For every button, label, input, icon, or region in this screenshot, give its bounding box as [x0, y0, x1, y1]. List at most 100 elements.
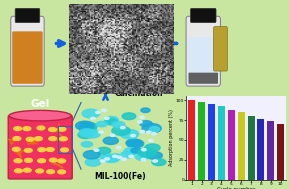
Bar: [188, 100, 195, 180]
Circle shape: [49, 158, 57, 162]
Circle shape: [23, 168, 31, 172]
Text: MIL-100(Fe): MIL-100(Fe): [95, 172, 146, 181]
Bar: [248, 116, 255, 180]
Circle shape: [58, 127, 66, 131]
Circle shape: [38, 159, 45, 163]
FancyBboxPatch shape: [190, 8, 216, 23]
Circle shape: [140, 130, 145, 133]
Bar: [228, 110, 235, 180]
Bar: [208, 104, 215, 180]
Circle shape: [109, 157, 119, 162]
Circle shape: [112, 122, 125, 128]
Circle shape: [126, 139, 142, 147]
Circle shape: [97, 147, 111, 154]
Circle shape: [25, 158, 32, 162]
FancyBboxPatch shape: [214, 27, 227, 71]
Circle shape: [152, 159, 166, 166]
Circle shape: [14, 169, 22, 173]
Circle shape: [82, 122, 97, 130]
FancyBboxPatch shape: [11, 16, 44, 86]
Circle shape: [102, 109, 106, 112]
Circle shape: [37, 126, 45, 130]
Circle shape: [147, 131, 151, 133]
Circle shape: [49, 128, 56, 131]
Circle shape: [140, 116, 144, 119]
Circle shape: [94, 149, 99, 151]
Circle shape: [117, 156, 122, 158]
Circle shape: [105, 119, 118, 125]
Circle shape: [36, 169, 44, 173]
Circle shape: [13, 137, 21, 140]
FancyBboxPatch shape: [188, 37, 219, 84]
Ellipse shape: [9, 110, 71, 121]
Circle shape: [113, 155, 117, 157]
FancyBboxPatch shape: [8, 116, 72, 179]
Bar: [218, 106, 225, 180]
Circle shape: [14, 159, 22, 163]
Circle shape: [96, 111, 100, 114]
Circle shape: [140, 121, 152, 127]
Circle shape: [141, 159, 146, 161]
Circle shape: [143, 151, 153, 156]
Circle shape: [58, 170, 66, 174]
Circle shape: [145, 144, 160, 151]
Circle shape: [105, 158, 109, 160]
Circle shape: [78, 131, 93, 139]
Circle shape: [127, 139, 144, 148]
Circle shape: [84, 130, 100, 138]
Circle shape: [147, 152, 162, 159]
Bar: [238, 112, 245, 180]
Circle shape: [100, 155, 112, 160]
Bar: [257, 119, 264, 180]
Circle shape: [91, 117, 95, 120]
Circle shape: [120, 129, 139, 139]
Circle shape: [121, 126, 125, 129]
Circle shape: [46, 148, 54, 151]
Circle shape: [122, 158, 126, 160]
Bar: [267, 121, 274, 180]
Text: Calcination: Calcination: [114, 89, 163, 98]
Circle shape: [61, 148, 68, 152]
Circle shape: [78, 122, 95, 130]
Circle shape: [121, 151, 135, 158]
Circle shape: [136, 154, 149, 160]
FancyBboxPatch shape: [15, 8, 40, 23]
Circle shape: [110, 154, 122, 159]
Circle shape: [47, 170, 55, 174]
Circle shape: [12, 147, 20, 151]
Circle shape: [138, 148, 157, 157]
Circle shape: [79, 124, 97, 133]
Circle shape: [142, 124, 161, 133]
Circle shape: [104, 117, 109, 119]
Circle shape: [142, 149, 146, 151]
Circle shape: [152, 132, 156, 135]
Circle shape: [139, 149, 150, 154]
Circle shape: [75, 121, 94, 130]
Circle shape: [49, 137, 57, 141]
Circle shape: [26, 137, 34, 141]
Circle shape: [38, 148, 46, 152]
Circle shape: [129, 155, 134, 157]
Circle shape: [104, 116, 118, 123]
Circle shape: [23, 127, 31, 131]
Circle shape: [138, 121, 142, 123]
FancyBboxPatch shape: [188, 73, 218, 84]
Circle shape: [141, 108, 150, 112]
Circle shape: [100, 160, 105, 162]
Circle shape: [110, 134, 115, 136]
Circle shape: [149, 127, 160, 132]
Circle shape: [149, 139, 153, 142]
Circle shape: [153, 160, 158, 162]
Circle shape: [131, 135, 135, 137]
Circle shape: [97, 121, 108, 127]
Circle shape: [103, 154, 120, 162]
Circle shape: [79, 129, 95, 137]
Circle shape: [35, 137, 42, 141]
Circle shape: [14, 127, 22, 131]
Circle shape: [83, 151, 100, 159]
Circle shape: [103, 137, 118, 144]
Circle shape: [124, 148, 139, 155]
Circle shape: [131, 148, 141, 153]
Circle shape: [25, 149, 32, 152]
FancyBboxPatch shape: [12, 31, 43, 84]
